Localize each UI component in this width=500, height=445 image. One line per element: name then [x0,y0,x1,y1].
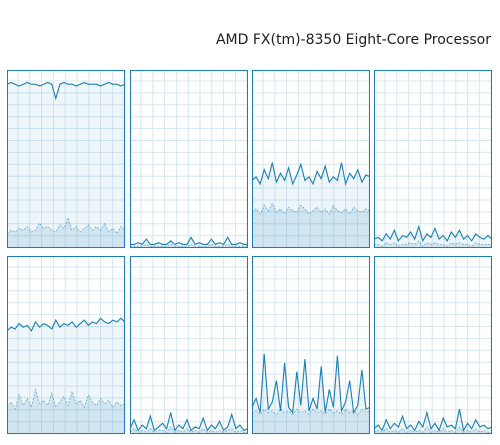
graph-border [374,70,492,248]
graph-border [130,256,248,434]
core-graph [129,256,249,435]
usage-area [7,389,125,434]
processor-name: AMD FX(tm)-8350 Eight-Core Processor [216,32,491,48]
graph-border [7,256,125,434]
core-graph [373,256,493,435]
graph-background [252,70,370,248]
usage-line [6,81,126,101]
core-graph [6,70,126,249]
usage-area [374,226,492,248]
kernel-line [374,240,492,247]
kernel-line [129,426,248,433]
usage-area [130,412,248,434]
core-graph [251,70,371,249]
graph-background [130,256,248,434]
usage-area [374,240,492,248]
usage-line [373,224,493,243]
usage-area [252,353,370,434]
graph-background [130,70,248,248]
usage-line [129,412,249,432]
usage-line [373,408,493,432]
usage-line [6,317,126,332]
graph-background [374,70,492,248]
usage-area [252,409,370,434]
usage-area [130,237,248,248]
usage-area [7,217,125,248]
graph-border [374,256,492,434]
kernel-line [6,216,126,235]
core-graph [130,70,248,249]
graph-border [130,70,248,248]
usage-line [130,236,248,246]
core-graph [251,256,371,435]
graph-border [252,70,370,248]
usage-area [252,162,370,248]
graph-border [252,256,370,434]
kernel-line [251,202,371,215]
kernel-line [130,243,248,247]
kernel-line [251,408,371,415]
usage-line [251,162,371,186]
usage-line [251,353,371,415]
core-graph [6,256,126,435]
core-graph [373,70,493,249]
kernel-line [6,387,126,411]
usage-area [374,426,492,434]
usage-area [252,203,370,248]
graph-background [7,70,125,248]
graph-background [374,256,492,434]
graph-background [7,256,125,434]
graph-border [7,70,125,248]
usage-area [7,82,125,248]
